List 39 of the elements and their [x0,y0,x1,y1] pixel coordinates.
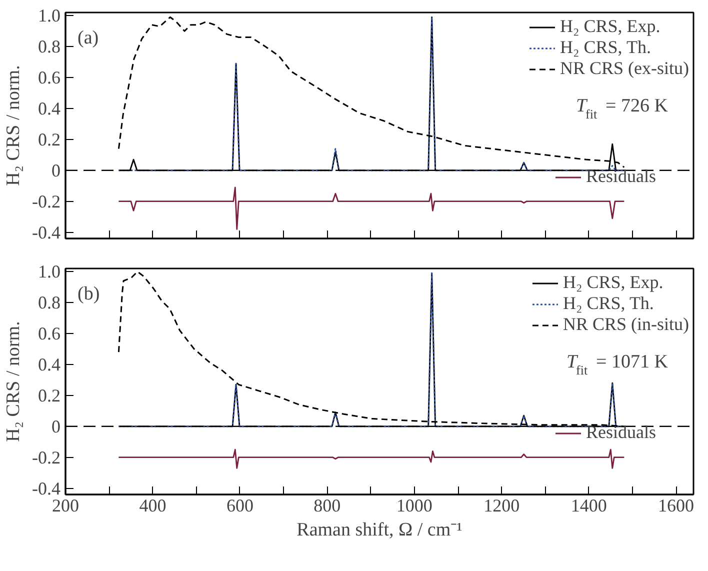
y-tick-label: 0.6 [38,68,60,88]
x-tick-label: 400 [139,496,166,516]
x-tick-label: 1000 [396,496,432,516]
y-tick-label: 0.4 [38,354,60,374]
annotation: (a) [78,28,99,48]
y-tick-label: 0.8 [38,36,60,57]
x-tick-label: 200 [52,496,79,516]
x-tick-label: 800 [314,496,341,516]
legend-label: H₂ CRS, Th. [562,293,654,314]
annotation: (b) [78,284,100,304]
y-tick-label: 0.2 [38,385,60,406]
y-tick-label: 0 [52,416,60,436]
y-tick-label: 0.8 [38,292,60,313]
y-axis-title: H₂ CRS / norm. [3,321,24,442]
y-tick-label: 0.2 [38,129,60,150]
legend-label: H₂ CRS, Exp. [560,16,660,37]
x-tick-label: 1200 [484,496,520,516]
y-axis-title: H₂ CRS / norm. [3,65,24,186]
y-tick-label: -0.2 [32,191,61,212]
y-tick-label: 0 [52,160,60,180]
line-series [118,448,625,469]
x-tick-label: 1400 [570,496,607,516]
legend-label: H₂ CRS, Th. [560,37,651,58]
legend-label: Residuals [586,422,656,444]
y-tick-label: 0.6 [38,324,60,344]
x-tick-label: 600 [226,496,254,516]
y-tick-label: 0.4 [38,98,60,118]
x-tick-label: 1600 [658,496,694,516]
legend-label: NR CRS (ex-situ) [560,58,689,79]
y-tick-label: -0.4 [32,222,61,242]
line-series [118,186,625,230]
y-tick-label: -0.2 [32,447,61,468]
y-tick-label: 1.0 [38,262,60,282]
y-tick-label: 1.0 [38,6,60,26]
legend-label: NR CRS (in-situ) [562,314,689,335]
legend-label: Residuals [586,166,656,188]
x-axis-title: Raman shift, Ω / cm⁻¹ [296,520,463,540]
legend-label: H₂ CRS, Exp. [562,272,664,293]
y-tick-label: -0.4 [32,478,61,498]
